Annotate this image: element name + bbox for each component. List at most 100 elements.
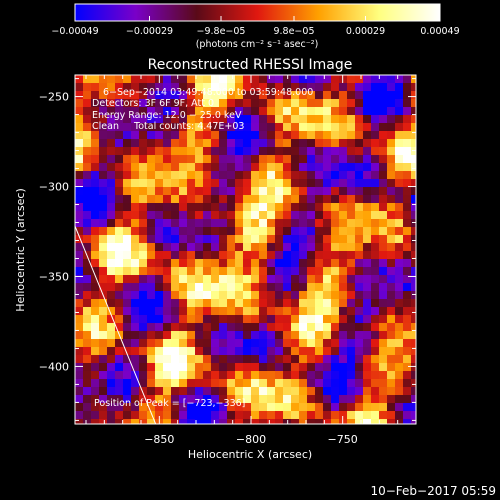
heatmap-cell — [347, 315, 355, 323]
heatmap-cell — [187, 139, 195, 147]
heatmap-cells — [75, 75, 416, 424]
heatmap-cell — [299, 131, 307, 139]
heatmap-cell — [267, 315, 275, 323]
heatmap-cell — [123, 131, 131, 139]
heatmap-cell — [83, 347, 91, 355]
heatmap-cell — [91, 171, 99, 179]
heatmap-cell — [379, 179, 387, 187]
heatmap-cell — [267, 371, 275, 379]
heatmap-cell — [371, 227, 379, 235]
heatmap-cell — [195, 235, 203, 243]
heatmap-cell — [291, 203, 299, 211]
heatmap-cell — [147, 179, 155, 187]
heatmap-cell — [115, 259, 123, 267]
heatmap-cell — [203, 275, 211, 283]
heatmap-cell — [203, 99, 211, 107]
heatmap-cell — [195, 379, 203, 387]
heatmap-cell — [387, 243, 395, 251]
heatmap-cell — [115, 147, 123, 155]
heatmap-cell — [219, 347, 227, 355]
heatmap-cell — [243, 75, 251, 83]
heatmap-cell — [187, 323, 195, 331]
heatmap-cell — [371, 99, 379, 107]
heatmap-cell — [163, 411, 171, 419]
heatmap-cell — [267, 347, 275, 355]
heatmap-cell — [107, 187, 115, 195]
heatmap-cell — [411, 355, 416, 363]
heatmap-cell — [371, 91, 379, 99]
heatmap-cell — [411, 275, 416, 283]
heatmap-cell — [147, 283, 155, 291]
heatmap-cell — [291, 379, 299, 387]
heatmap-cell — [115, 315, 123, 323]
heatmap-cell — [131, 307, 139, 315]
heatmap-cell — [195, 195, 203, 203]
heatmap-cell — [107, 283, 115, 291]
heatmap-cell — [75, 403, 83, 411]
heatmap-cell — [371, 419, 379, 424]
heatmap-cell — [211, 347, 219, 355]
heatmap-cell — [235, 83, 243, 91]
heatmap-cell — [163, 379, 171, 387]
heatmap-cell — [331, 155, 339, 163]
heatmap-cell — [275, 187, 283, 195]
heatmap-cell — [163, 139, 171, 147]
heatmap-cell — [403, 211, 411, 219]
heatmap-cell — [187, 371, 195, 379]
heatmap-cell — [355, 267, 363, 275]
heatmap-cell — [355, 235, 363, 243]
heatmap-cell — [283, 155, 291, 163]
heatmap-cell — [363, 99, 371, 107]
heatmap-cell — [267, 155, 275, 163]
heatmap-cell — [163, 131, 171, 139]
heatmap-cell — [411, 227, 416, 235]
heatmap-cell — [339, 363, 347, 371]
heatmap-cell — [355, 211, 363, 219]
heatmap-cell — [227, 307, 235, 315]
heatmap-cell — [187, 107, 195, 115]
heatmap-cell — [267, 163, 275, 171]
heatmap-cell — [371, 355, 379, 363]
heatmap-cell — [91, 291, 99, 299]
heatmap-cell — [171, 267, 179, 275]
heatmap-cell — [299, 179, 307, 187]
heatmap-cell — [323, 371, 331, 379]
heatmap-cell — [115, 139, 123, 147]
heatmap-cell — [99, 403, 107, 411]
heatmap-cell — [403, 203, 411, 211]
heatmap-cell — [379, 187, 387, 195]
heatmap-cell — [363, 347, 371, 355]
heatmap-cell — [107, 339, 115, 347]
heatmap-cell — [211, 267, 219, 275]
heatmap-cell — [163, 155, 171, 163]
heatmap-cell — [187, 75, 195, 83]
heatmap-cell — [123, 227, 131, 235]
heatmap-cell — [155, 403, 163, 411]
heatmap-cell — [355, 411, 363, 419]
heatmap-cell — [235, 275, 243, 283]
heatmap-cell — [155, 379, 163, 387]
heatmap-cell — [195, 147, 203, 155]
heatmap-cell — [267, 395, 275, 403]
heatmap-cell — [219, 307, 227, 315]
heatmap-cell — [211, 387, 219, 395]
heatmap-cell — [323, 259, 331, 267]
heatmap-cell — [259, 163, 267, 171]
heatmap-cell — [299, 411, 307, 419]
heatmap-cell — [107, 219, 115, 227]
heatmap-cell — [179, 395, 187, 403]
heatmap-cell — [227, 187, 235, 195]
heatmap-cell — [155, 195, 163, 203]
heatmap-cell — [195, 107, 203, 115]
heatmap-cell — [395, 235, 403, 243]
heatmap-cell — [139, 387, 147, 395]
heatmap-cell — [155, 267, 163, 275]
heatmap-cell — [91, 339, 99, 347]
heatmap-cell — [203, 227, 211, 235]
heatmap-cell — [155, 331, 163, 339]
heatmap-cell — [251, 91, 259, 99]
heatmap-cell — [171, 363, 179, 371]
heatmap-cell — [267, 283, 275, 291]
heatmap-cell — [203, 147, 211, 155]
heatmap-cell — [187, 91, 195, 99]
